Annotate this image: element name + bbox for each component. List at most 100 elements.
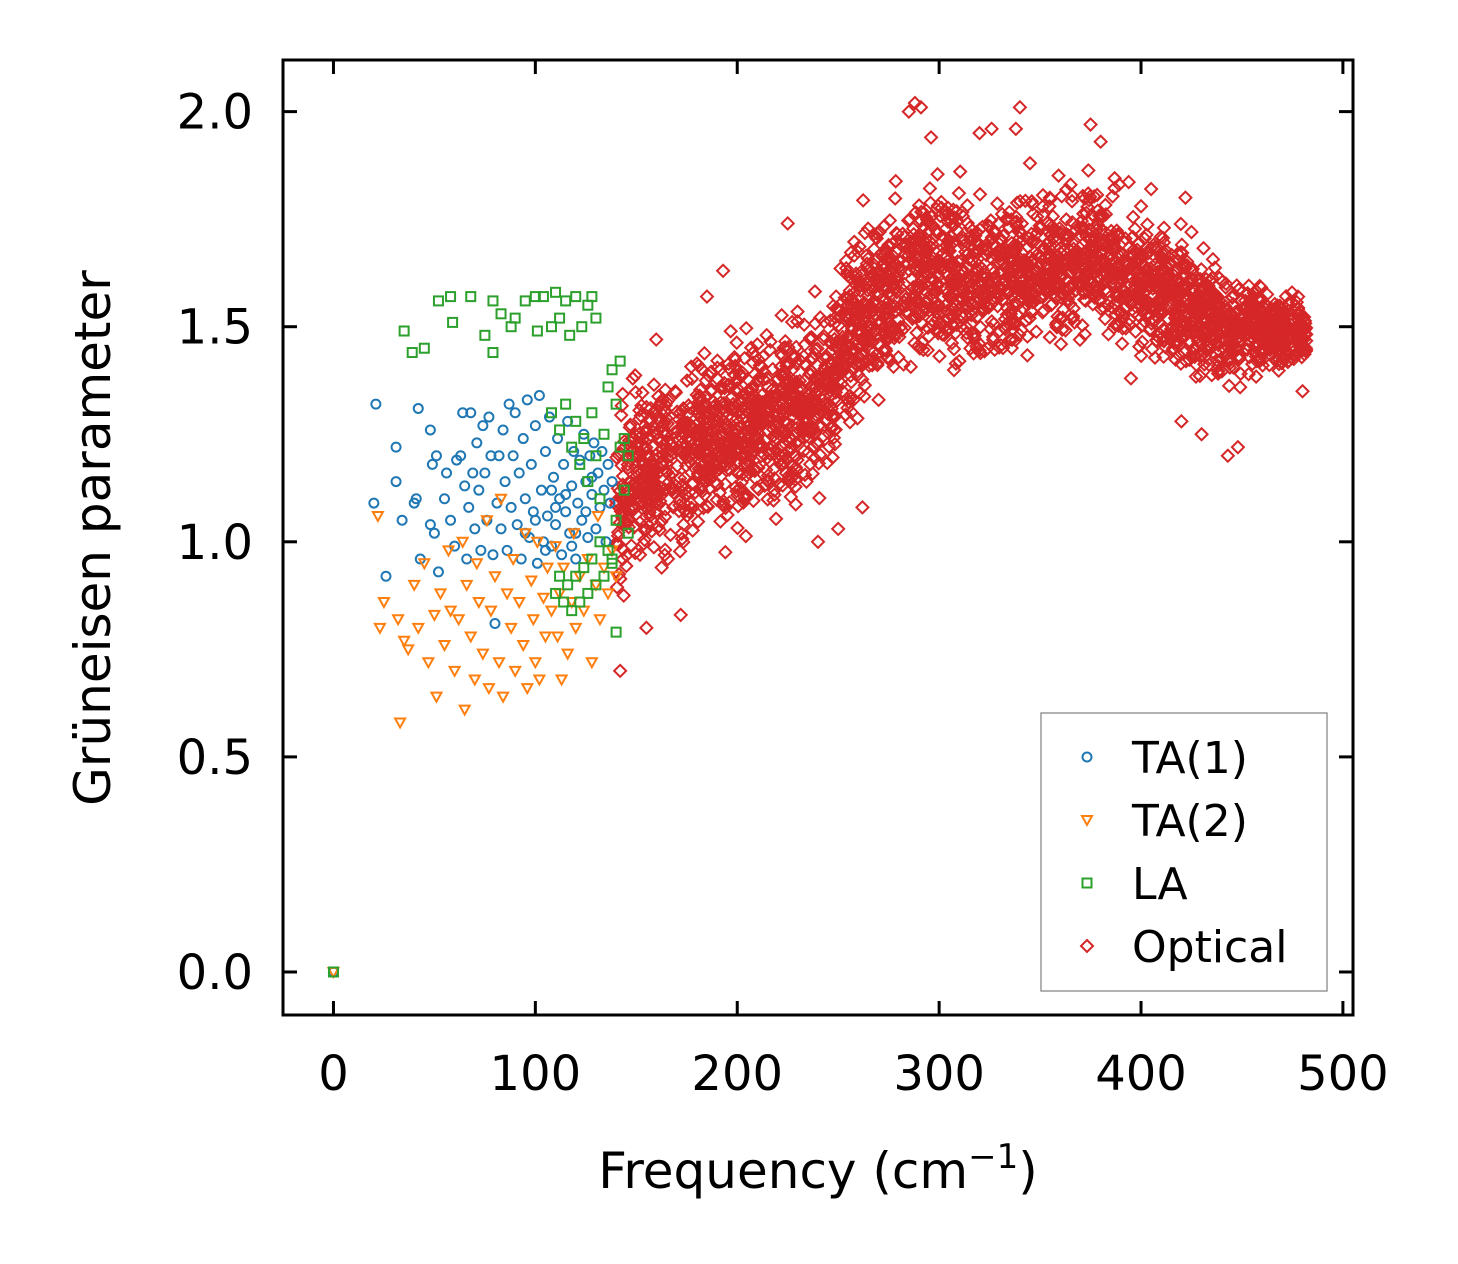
data-point [1077,326,1093,342]
data-point [451,614,466,627]
data-point [1218,276,1234,292]
data-point [780,216,796,231]
data-point [601,588,615,601]
data-point [645,406,661,421]
data-point [1003,270,1018,286]
data-point [554,570,566,582]
data-point [852,385,868,401]
data-point [650,388,666,404]
data-point [1092,272,1107,288]
data-point [784,470,800,486]
data-point [1076,273,1091,289]
data-point [574,458,586,470]
data-point [897,237,913,253]
data-point [476,648,490,661]
data-point [445,514,457,526]
data-point [1004,332,1020,348]
data-point [538,631,553,644]
data-point [371,510,385,524]
data-point [548,471,560,483]
data-point [590,579,602,591]
data-point [644,523,660,539]
legend-box [1040,712,1328,992]
data-point [643,427,659,443]
data-point [493,450,505,462]
data-point [1246,314,1262,329]
data-point [625,371,641,386]
data-point [1053,270,1069,286]
data-point [1003,212,1019,227]
data-point [390,441,402,453]
data-point [1145,287,1161,303]
data-point [799,385,814,401]
data-point [965,326,981,342]
data-point [660,392,676,408]
data-point [911,338,926,354]
data-point [710,353,725,369]
data-point [550,519,562,531]
data-point [973,319,988,335]
data-point [740,429,756,445]
y-tick-label: 0.0 [177,945,253,1001]
data-point [749,480,765,496]
legend-marker-la [1081,877,1093,889]
data-point [788,449,804,465]
data-point [1281,353,1297,369]
data-point [1229,278,1245,293]
data-point [594,536,606,548]
data-point [1184,224,1199,240]
data-point [729,335,745,351]
data-point [567,528,581,541]
data-point [802,391,818,407]
data-point [924,262,940,278]
data-point [751,426,767,442]
data-point [647,491,663,507]
data-point [554,424,566,436]
data-point [528,657,543,670]
data-point [1270,298,1285,313]
data-point [1142,275,1158,290]
data-point [922,233,938,249]
data-point [676,401,691,416]
data-point [499,476,511,488]
data-point [1248,369,1264,385]
data-point [1121,174,1137,190]
data-point [461,553,473,565]
data-point [948,305,964,321]
data-point [1026,252,1041,268]
data-point [825,450,841,465]
data-point [479,329,491,341]
data-point [978,266,993,282]
data-point [932,348,947,364]
data-point [948,356,964,372]
data-point [447,316,459,328]
data-point [788,339,804,355]
data-point [1072,332,1088,348]
data-point [1106,254,1122,269]
data-point [1203,293,1219,309]
data-point [769,386,784,402]
data-point [623,538,639,554]
data-point [706,394,722,410]
data-point [929,253,945,269]
data-point [730,397,746,413]
data-point [535,484,547,496]
data-point [546,321,558,333]
x-tick-label: 500 [1297,1046,1389,1102]
data-point [424,424,436,436]
data-point [972,243,987,259]
data-point [1058,322,1073,338]
data-point [995,228,1011,244]
data-point [975,285,991,301]
data-point [530,536,545,549]
x-axis-label: Frequency (cm−1) [598,1137,1038,1200]
data-point [636,457,651,473]
data-point [654,560,670,575]
data-point [972,186,988,202]
data-point [1026,234,1042,250]
data-point [1080,162,1096,178]
data-point [957,244,973,260]
data-point [805,421,821,437]
data-point [1241,326,1257,342]
data-point [455,450,467,462]
